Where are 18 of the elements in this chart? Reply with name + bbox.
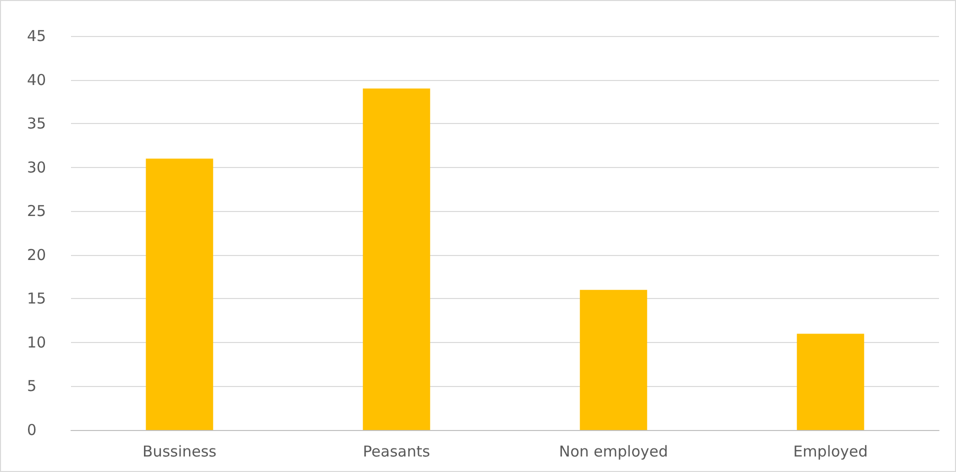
- bar: [146, 158, 214, 430]
- y-tick-label: 40: [27, 70, 46, 89]
- y-tick-label: 35: [27, 114, 46, 133]
- x-tick-label: Employed: [793, 442, 868, 460]
- x-tick-label: Peasants: [362, 442, 430, 460]
- bar: [580, 290, 648, 430]
- y-tick-label: 15: [27, 290, 46, 308]
- x-tick-label: Non employed: [558, 442, 668, 460]
- y-tick-label: 5: [27, 377, 37, 396]
- y-tick-label: 25: [27, 202, 46, 220]
- x-tick-label: Bussiness: [142, 442, 217, 460]
- bar: [796, 334, 864, 430]
- y-tick-label: 45: [27, 27, 46, 45]
- bar: [362, 88, 430, 430]
- y-tick-label: 0: [27, 421, 37, 439]
- y-tick-label: 10: [27, 333, 46, 352]
- y-tick-label: 20: [27, 246, 46, 264]
- y-tick-label: 30: [27, 158, 46, 176]
